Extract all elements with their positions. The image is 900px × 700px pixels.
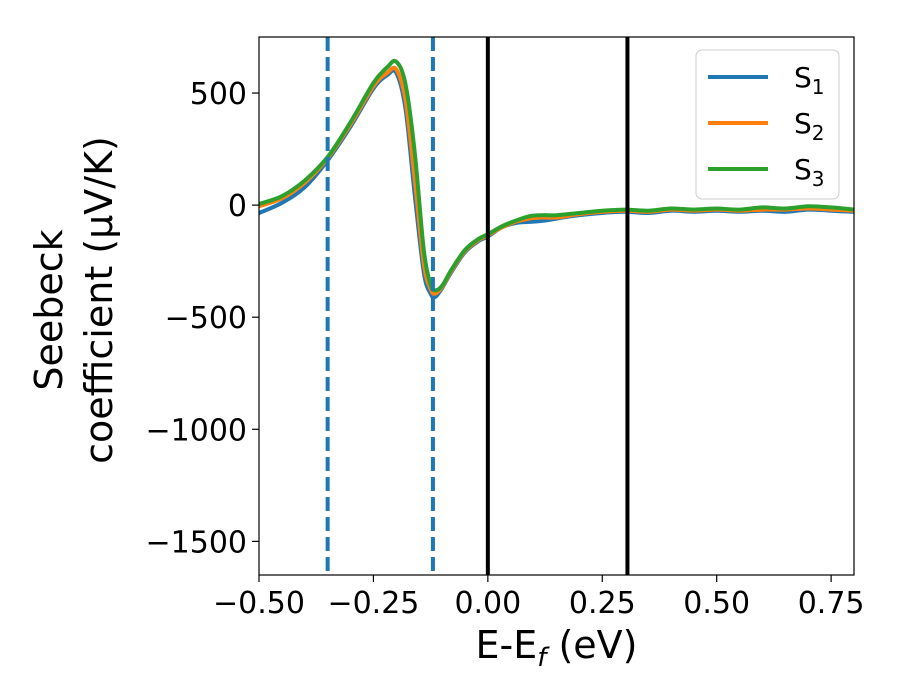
y-tick-label: −1000 [146, 413, 247, 448]
x-tick-label: 0.75 [798, 586, 865, 621]
reference-lines-layer [328, 37, 628, 575]
y-tick-label: −1500 [146, 525, 247, 560]
x-axis-title: E-Ef (eV) [476, 623, 638, 673]
x-tick-label: 0.50 [683, 586, 750, 621]
x-ticks-layer: −0.50 −0.25 0.00 0.25 0.50 0.75 [213, 575, 864, 621]
y-tick-label: 500 [190, 77, 247, 112]
x-tick-label: 0.00 [454, 586, 521, 621]
x-tick-label: −0.50 [213, 586, 305, 621]
x-axis-title-main: E-E [476, 623, 538, 667]
x-tick-label: 0.25 [569, 586, 636, 621]
y-axis-title: Seebeck coefficient (μV/K) [27, 136, 121, 464]
y-ticks-layer: 500 0 −500 −1000 −1500 [146, 77, 259, 560]
y-axis-title-line1: Seebeck [27, 229, 71, 390]
x-axis-title-unit: (eV) [546, 623, 637, 667]
y-tick-label: 0 [228, 189, 247, 224]
x-tick-label: −0.25 [327, 586, 419, 621]
y-tick-label: −500 [165, 301, 247, 336]
y-axis-title-line2: coefficient (μV/K) [77, 136, 121, 464]
